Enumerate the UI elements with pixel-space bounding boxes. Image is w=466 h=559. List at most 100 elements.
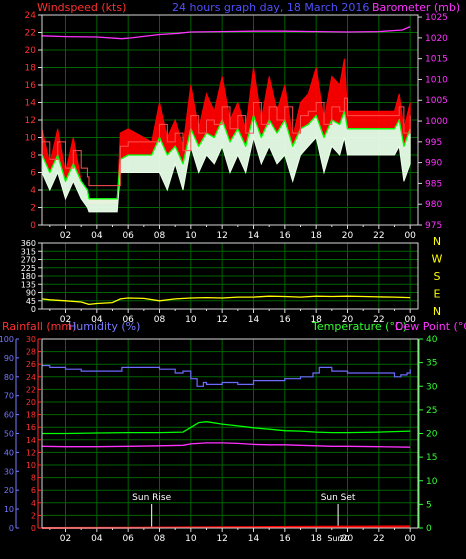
dir-x-tick-label: 16 [279, 315, 291, 325]
sun-x-extra-label: 20 [339, 534, 349, 543]
wind-x-tick-label: 22 [373, 231, 384, 241]
dir-x-tick-label: 02 [60, 315, 71, 325]
wind-y-tick-label: 24 [25, 11, 37, 21]
wind-y-tick-label: 18 [25, 64, 37, 74]
humidity-y-tick-label: 50 [4, 430, 14, 439]
humidity-axis-label: Humidity (%) [68, 320, 140, 333]
rain-y-tick-label: 24 [26, 373, 36, 382]
wind-y-tick-label: 10 [25, 134, 37, 144]
wind-y-tick-label: 6 [30, 169, 36, 179]
direction-letter: W [432, 253, 443, 266]
dir-x-tick-label: 08 [154, 315, 166, 325]
dir-y-tick-label: 90 [26, 289, 36, 298]
baro-y-tick-label: 995 [425, 138, 442, 148]
rain-y-tick-label: 22 [26, 385, 36, 394]
wind-y-tick-label: 0 [30, 221, 36, 231]
humidity-y-tick-label: 40 [4, 448, 14, 457]
humidity-line [42, 364, 411, 387]
wind-x-tick-label: 06 [122, 231, 134, 241]
sun-set-label: Sun Set [321, 493, 356, 503]
climate-x-tick-label: 16 [279, 534, 291, 544]
dir-frame [41, 242, 419, 310]
climate-x-tick-label: 22 [373, 534, 384, 544]
sun-rise-label: Sun Rise [132, 493, 171, 503]
direction-letter: S [434, 270, 441, 283]
dir-x-tick-label: 22 [373, 315, 384, 325]
rainfall-axis-label: Rainfall (mm) [2, 320, 76, 333]
dir-x-tick-label: 20 [342, 315, 354, 325]
windspeed-axis-label: Windspeed (kts) [37, 1, 126, 14]
humidity-y-tick-label: 70 [4, 392, 14, 401]
climate-x-tick-label: 10 [185, 534, 197, 544]
rain-y-tick-label: 0 [31, 524, 36, 533]
dir-y-tick-label: 45 [26, 297, 36, 306]
wind-frame [41, 14, 419, 226]
temperature-axis-label: Temperature (°C) [311, 320, 407, 333]
dir-y-tick-label: 270 [21, 256, 36, 265]
temp-y-tick-label: 10 [426, 477, 438, 487]
humidity-y-tick-label: 80 [4, 373, 14, 382]
humidity-y-tick-label: 100 [0, 335, 14, 344]
climate-x-tick-label: 18 [310, 534, 322, 544]
wind-y-tick-label: 16 [25, 81, 37, 91]
baro-y-tick-label: 1020 [425, 34, 448, 44]
dewpoint-axis-label: Dew Point (°C) [395, 320, 466, 333]
humidity-y-tick-label: 10 [4, 505, 14, 514]
wind-x-tick-label: 00 [404, 231, 416, 241]
rain-y-tick-label: 26 [26, 360, 36, 369]
wind-y-tick-label: 14 [25, 99, 37, 109]
wind-y-tick-label: 20 [25, 46, 37, 56]
rain-y-tick-label: 18 [26, 411, 36, 420]
wind-x-tick-label: 14 [248, 231, 260, 241]
wind-x-tick-label: 16 [279, 231, 291, 241]
humidity-y-tick-label: 0 [9, 524, 14, 533]
barometer-axis-label: Barometer (mb) [372, 1, 460, 14]
sun-x-extra-label: Sun [327, 534, 342, 543]
direction-letter: N [433, 235, 441, 248]
baro-y-tick-label: 1005 [425, 96, 448, 106]
temp-y-tick-label: 35 [426, 359, 437, 369]
rain-y-tick-label: 28 [26, 348, 36, 357]
direction-letter: E [434, 288, 441, 301]
wind-y-tick-label: 4 [30, 186, 36, 196]
baro-y-tick-label: 975 [425, 221, 442, 231]
rain-y-tick-label: 2 [31, 511, 36, 520]
climate-x-tick-label: 08 [154, 534, 166, 544]
wind-x-tick-label: 18 [310, 231, 322, 241]
temp-y-tick-label: 5 [426, 500, 432, 510]
chart-title: 24 hours graph day, 18 March 2016 [172, 1, 369, 14]
dir-y-tick-label: 360 [21, 239, 36, 248]
temp-y-tick-label: 25 [426, 406, 437, 416]
wind-y-tick-label: 22 [25, 29, 36, 39]
dir-y-tick-label: 0 [31, 305, 36, 314]
wind-x-tick-label: 02 [60, 231, 71, 241]
baro-y-tick-label: 990 [425, 159, 442, 169]
temperature-line [42, 421, 411, 435]
dir-x-tick-label: 14 [248, 315, 260, 325]
wind-barometer-panel: 0246810121416182022249759809859909951000… [25, 11, 449, 241]
dir-y-tick-label: 180 [21, 272, 36, 281]
climate-x-tick-label: 12 [216, 534, 227, 544]
temp-y-tick-label: 30 [426, 382, 438, 392]
climate-x-tick-label: 04 [91, 534, 103, 544]
dewpoint-line [41, 442, 411, 448]
temp-y-tick-label: 0 [426, 524, 432, 534]
dir-x-tick-label: 00 [404, 315, 416, 325]
wind-x-tick-label: 12 [216, 231, 227, 241]
climate-x-tick-label: 02 [60, 534, 71, 544]
rain-y-tick-label: 16 [26, 423, 36, 432]
wind-x-tick-label: 04 [91, 231, 103, 241]
rain-y-tick-label: 14 [26, 436, 36, 445]
baro-y-tick-label: 1015 [425, 55, 448, 65]
dir-y-tick-label: 135 [21, 280, 36, 289]
climate-x-tick-label: 20 [342, 534, 354, 544]
dir-x-tick-label: 18 [310, 315, 322, 325]
climate-x-tick-label: 06 [122, 534, 134, 544]
baro-y-tick-label: 1000 [425, 117, 448, 127]
wind-y-tick-label: 12 [25, 116, 36, 126]
wind-y-tick-label: 2 [30, 204, 36, 214]
rain-y-tick-label: 4 [31, 499, 36, 508]
